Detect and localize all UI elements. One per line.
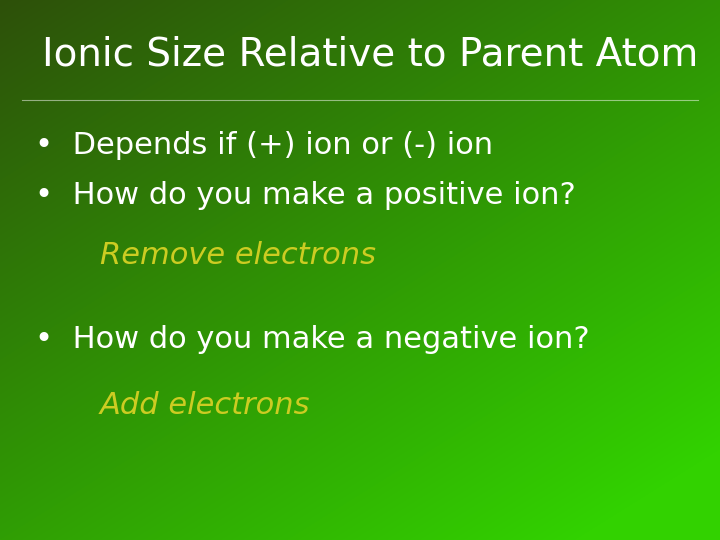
Text: •  Depends if (+) ion or (-) ion: • Depends if (+) ion or (-) ion [35, 131, 493, 159]
Text: Ionic Size Relative to Parent Atom: Ionic Size Relative to Parent Atom [42, 36, 698, 74]
Text: •  How do you make a positive ion?: • How do you make a positive ion? [35, 180, 576, 210]
Text: Add electrons: Add electrons [100, 390, 310, 420]
Text: Remove electrons: Remove electrons [100, 240, 376, 269]
Text: •  How do you make a negative ion?: • How do you make a negative ion? [35, 326, 590, 354]
